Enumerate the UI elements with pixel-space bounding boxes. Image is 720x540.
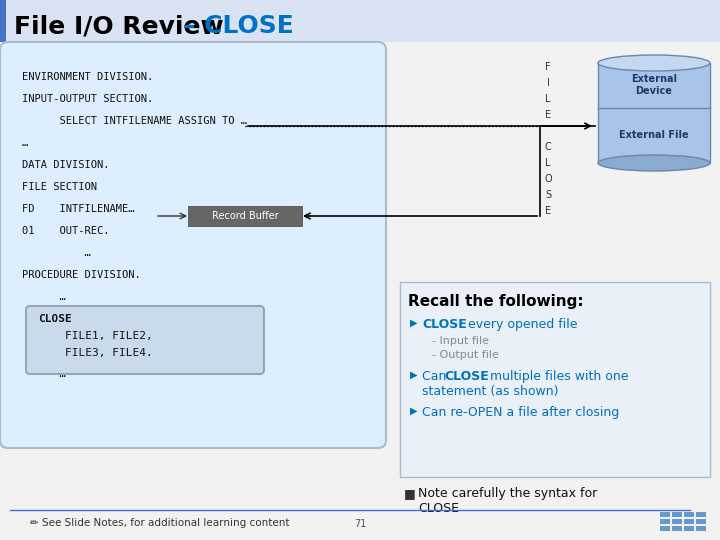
Text: ▶: ▶	[410, 318, 418, 328]
Text: DATA DIVISION.: DATA DIVISION.	[22, 160, 109, 170]
Text: ENVIRONMENT DIVISION.: ENVIRONMENT DIVISION.	[22, 72, 153, 82]
Text: statement (as shown): statement (as shown)	[422, 385, 559, 398]
FancyBboxPatch shape	[684, 526, 694, 531]
Text: CLOSE: CLOSE	[38, 314, 72, 324]
FancyBboxPatch shape	[26, 306, 264, 374]
Text: E: E	[545, 110, 551, 120]
Text: 01    OUT-REC.: 01 OUT-REC.	[22, 226, 109, 236]
FancyBboxPatch shape	[672, 519, 682, 524]
Text: E: E	[545, 206, 551, 216]
Text: O: O	[544, 174, 552, 184]
Text: CLOSE: CLOSE	[444, 370, 489, 383]
Text: ✏ See Slide Notes, for additional learning content: ✏ See Slide Notes, for additional learni…	[30, 518, 289, 528]
Text: External
Device: External Device	[631, 74, 677, 96]
FancyBboxPatch shape	[0, 42, 720, 540]
Text: - Input file: - Input file	[432, 336, 489, 346]
Text: FILE3, FILE4.: FILE3, FILE4.	[38, 348, 153, 358]
FancyBboxPatch shape	[684, 519, 694, 524]
Text: Recall the following:: Recall the following:	[408, 294, 584, 309]
Text: I: I	[546, 78, 549, 88]
Text: Can: Can	[422, 370, 451, 383]
Text: 71: 71	[354, 519, 366, 529]
FancyBboxPatch shape	[660, 512, 670, 517]
Text: every opened file: every opened file	[464, 318, 577, 331]
FancyBboxPatch shape	[672, 526, 682, 531]
FancyBboxPatch shape	[0, 42, 386, 448]
Text: CLOSE: CLOSE	[422, 318, 467, 331]
Text: Record Buffer: Record Buffer	[212, 211, 279, 221]
Text: L: L	[545, 158, 551, 168]
Text: …: …	[22, 369, 66, 379]
FancyBboxPatch shape	[660, 519, 670, 524]
Text: …: …	[22, 248, 91, 258]
FancyBboxPatch shape	[696, 519, 706, 524]
Text: ▶: ▶	[410, 406, 418, 416]
Text: S: S	[545, 190, 551, 200]
Text: …: …	[22, 138, 28, 148]
Text: FD    INTFILENAME…: FD INTFILENAME…	[22, 204, 135, 214]
Text: INPUT-OUTPUT SECTION.: INPUT-OUTPUT SECTION.	[22, 94, 153, 104]
FancyBboxPatch shape	[598, 63, 710, 163]
Text: ■: ■	[404, 487, 415, 500]
FancyBboxPatch shape	[0, 0, 6, 42]
Ellipse shape	[598, 55, 710, 71]
Text: File I/O Review: File I/O Review	[14, 14, 224, 38]
Text: SELECT INTFILENAME ASSIGN TO …: SELECT INTFILENAME ASSIGN TO …	[22, 116, 247, 126]
Text: External File: External File	[619, 130, 689, 140]
FancyBboxPatch shape	[696, 526, 706, 531]
Text: L: L	[545, 94, 551, 104]
FancyBboxPatch shape	[660, 526, 670, 531]
Text: F: F	[545, 62, 551, 72]
FancyBboxPatch shape	[0, 0, 720, 42]
Text: ▶: ▶	[410, 370, 418, 380]
Text: Note carefully the syntax for
CLOSE: Note carefully the syntax for CLOSE	[418, 487, 598, 515]
Text: C: C	[544, 142, 552, 152]
Text: …: …	[22, 292, 66, 302]
FancyBboxPatch shape	[684, 512, 694, 517]
FancyBboxPatch shape	[188, 206, 302, 226]
Text: Can re-OPEN a file after closing: Can re-OPEN a file after closing	[422, 406, 619, 419]
Text: FILE SECTION: FILE SECTION	[22, 182, 97, 192]
Ellipse shape	[598, 155, 710, 171]
Text: FILE1, FILE2,: FILE1, FILE2,	[38, 331, 153, 341]
Text: PROCEDURE DIVISION.: PROCEDURE DIVISION.	[22, 270, 140, 280]
Text: - Output file: - Output file	[432, 350, 499, 360]
FancyBboxPatch shape	[696, 512, 706, 517]
FancyBboxPatch shape	[400, 282, 710, 477]
Text: – CLOSE: – CLOSE	[174, 14, 294, 38]
FancyBboxPatch shape	[672, 512, 682, 517]
Text: multiple files with one: multiple files with one	[486, 370, 629, 383]
